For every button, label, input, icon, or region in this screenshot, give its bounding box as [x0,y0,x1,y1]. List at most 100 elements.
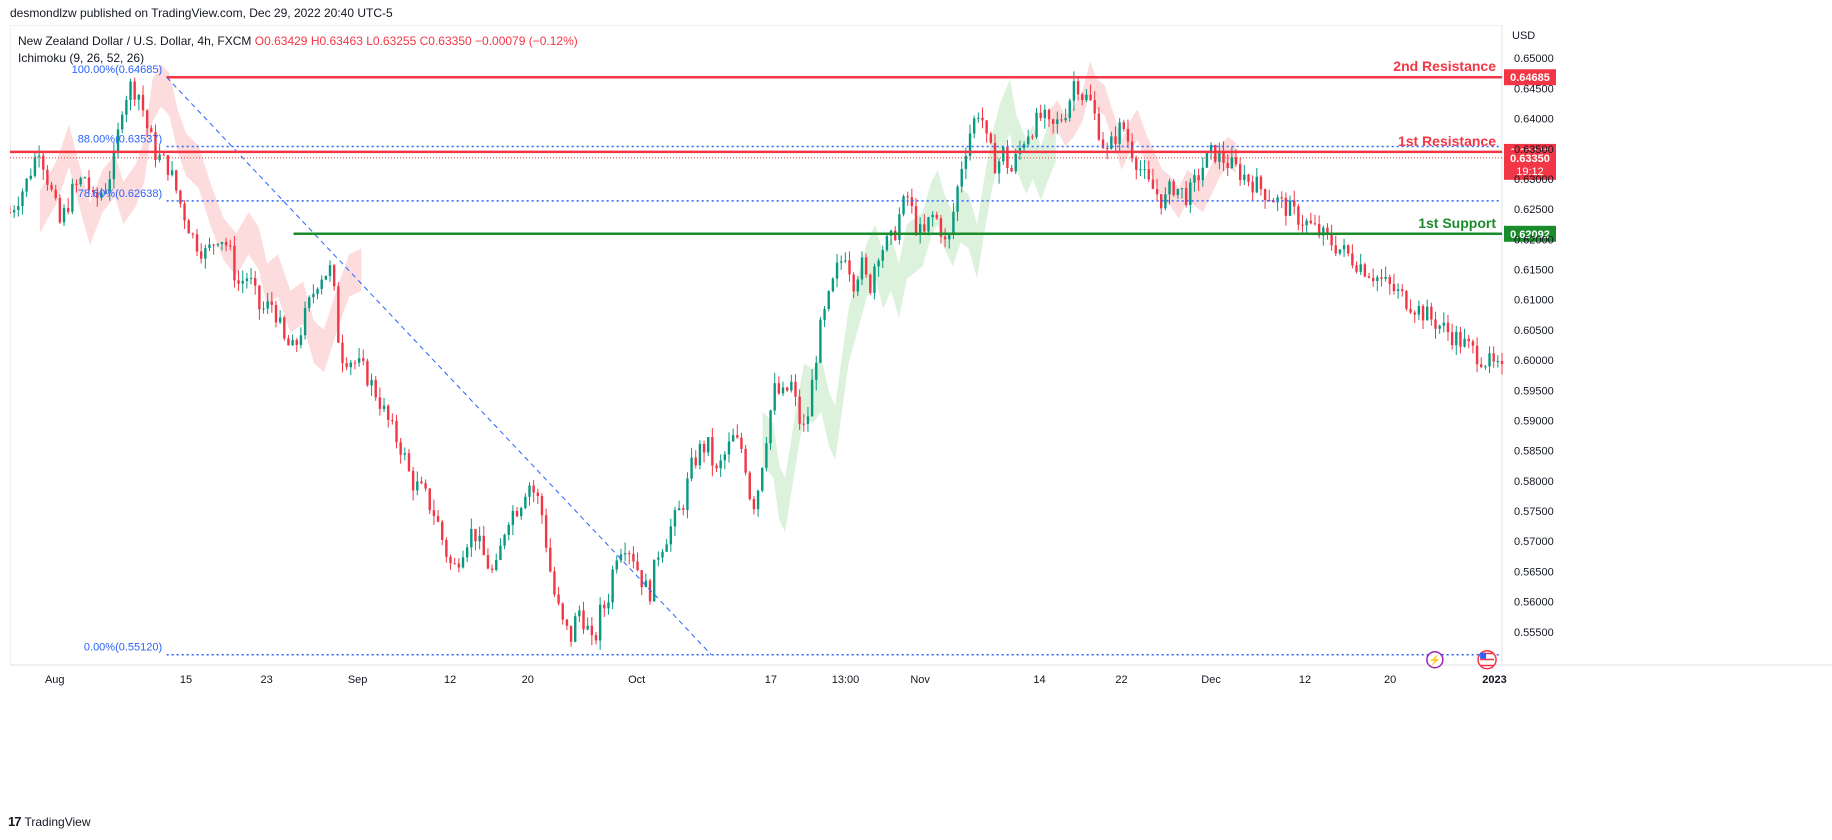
candle-body[interactable] [810,379,814,417]
candle-body[interactable] [1172,181,1175,196]
candle-body[interactable] [977,117,980,119]
candle-body[interactable] [827,291,830,309]
candle-body[interactable] [682,508,685,510]
candle-body[interactable] [391,419,394,421]
candle-body[interactable] [677,508,681,511]
candle-body[interactable] [831,278,835,292]
candle-body[interactable] [528,485,531,497]
candle-body[interactable] [266,301,269,309]
candle-body[interactable] [640,570,643,588]
candle-body[interactable] [752,499,756,510]
candle-body[interactable] [129,81,132,101]
candle-body[interactable] [374,379,377,398]
candle-body[interactable] [1031,136,1034,138]
candle-body[interactable] [58,198,62,223]
candle-body[interactable] [1405,291,1408,309]
candle-body[interactable] [598,604,602,641]
candle-body[interactable] [536,492,540,497]
candle-body[interactable] [386,405,390,420]
candle-body[interactable] [1409,308,1412,313]
candle-body[interactable] [337,286,340,343]
candle-body[interactable] [158,154,161,160]
candle-body[interactable] [885,235,889,251]
candle-body[interactable] [1122,122,1126,130]
candle-body[interactable] [303,307,307,336]
candle-body[interactable] [864,257,868,275]
candle-body[interactable] [486,555,490,569]
candle-body[interactable] [960,168,963,187]
candle-body[interactable] [578,610,581,617]
candle-body[interactable] [42,155,45,170]
candle-body[interactable] [299,335,303,345]
candle-body[interactable] [1376,277,1379,282]
candle-body[interactable] [1097,113,1101,140]
candle-body[interactable] [96,192,99,198]
candle-body[interactable] [445,539,448,557]
candle-body[interactable] [1201,167,1204,181]
candle-body[interactable] [436,516,440,522]
candle-body[interactable] [482,535,485,556]
candle-body[interactable] [794,381,797,397]
candle-body[interactable] [669,526,673,545]
candle-body[interactable] [603,604,606,609]
candle-body[interactable] [1027,136,1030,145]
candle-body[interactable] [652,559,656,602]
candle-body[interactable] [1093,100,1096,114]
candle-body[interactable] [441,521,444,540]
candle-body[interactable] [1010,167,1013,172]
candle-body[interactable] [1006,146,1009,168]
candle-body[interactable] [224,242,228,246]
candle-body[interactable] [1459,331,1462,347]
candle-body[interactable] [116,129,120,153]
candle-body[interactable] [229,245,232,247]
candle-body[interactable] [902,196,905,215]
candle-body[interactable] [519,508,523,517]
candle-body[interactable] [686,478,689,510]
candle-body[interactable] [1492,353,1495,362]
candle-body[interactable] [632,553,635,562]
candle-body[interactable] [399,442,402,455]
candle-body[interactable] [1251,181,1254,193]
candle-body[interactable] [802,423,805,425]
candle-body[interactable] [524,496,527,509]
candle-body[interactable] [1234,157,1238,165]
candle-body[interactable] [1455,331,1458,346]
candle-body[interactable] [503,534,506,546]
candle-body[interactable] [270,301,274,305]
candle-body[interactable] [1288,200,1292,216]
candle-body[interactable] [278,317,282,323]
candle-body[interactable] [1471,341,1475,346]
candle-body[interactable] [948,234,951,240]
candle-body[interactable] [1496,361,1500,363]
candle-body[interactable] [407,453,411,472]
candle-body[interactable] [582,610,585,630]
candle-body[interactable] [1068,100,1071,119]
candle-body[interactable] [1114,136,1117,144]
candle-body[interactable] [1022,144,1026,148]
candle-body[interactable] [773,383,776,411]
candle-body[interactable] [1081,94,1084,101]
candle-body[interactable] [761,467,764,491]
candle-body[interactable] [839,261,843,263]
candle-body[interactable] [515,510,519,517]
candle-body[interactable] [690,457,693,479]
candle-body[interactable] [212,244,215,246]
candle-body[interactable] [1072,81,1076,101]
candle-body[interactable] [1143,169,1146,171]
candle-body[interactable] [1450,332,1454,346]
indicator-label[interactable]: Ichimoku (9, 26, 52, 26) [18,51,145,65]
candle-body[interactable] [1147,169,1150,180]
candle-body[interactable] [1238,164,1242,180]
candle-body[interactable] [989,133,993,143]
candle-body[interactable] [815,362,818,380]
candle-body[interactable] [785,387,789,391]
candle-body[interactable] [918,224,922,234]
candle-body[interactable] [798,396,801,424]
candle-body[interactable] [1118,122,1121,144]
candle-body[interactable] [1205,151,1209,168]
candle-body[interactable] [1330,233,1333,246]
candle-body[interactable] [565,619,569,626]
candle-body[interactable] [154,132,157,160]
candle-body[interactable] [1076,81,1080,95]
candle-body[interactable] [453,563,456,565]
